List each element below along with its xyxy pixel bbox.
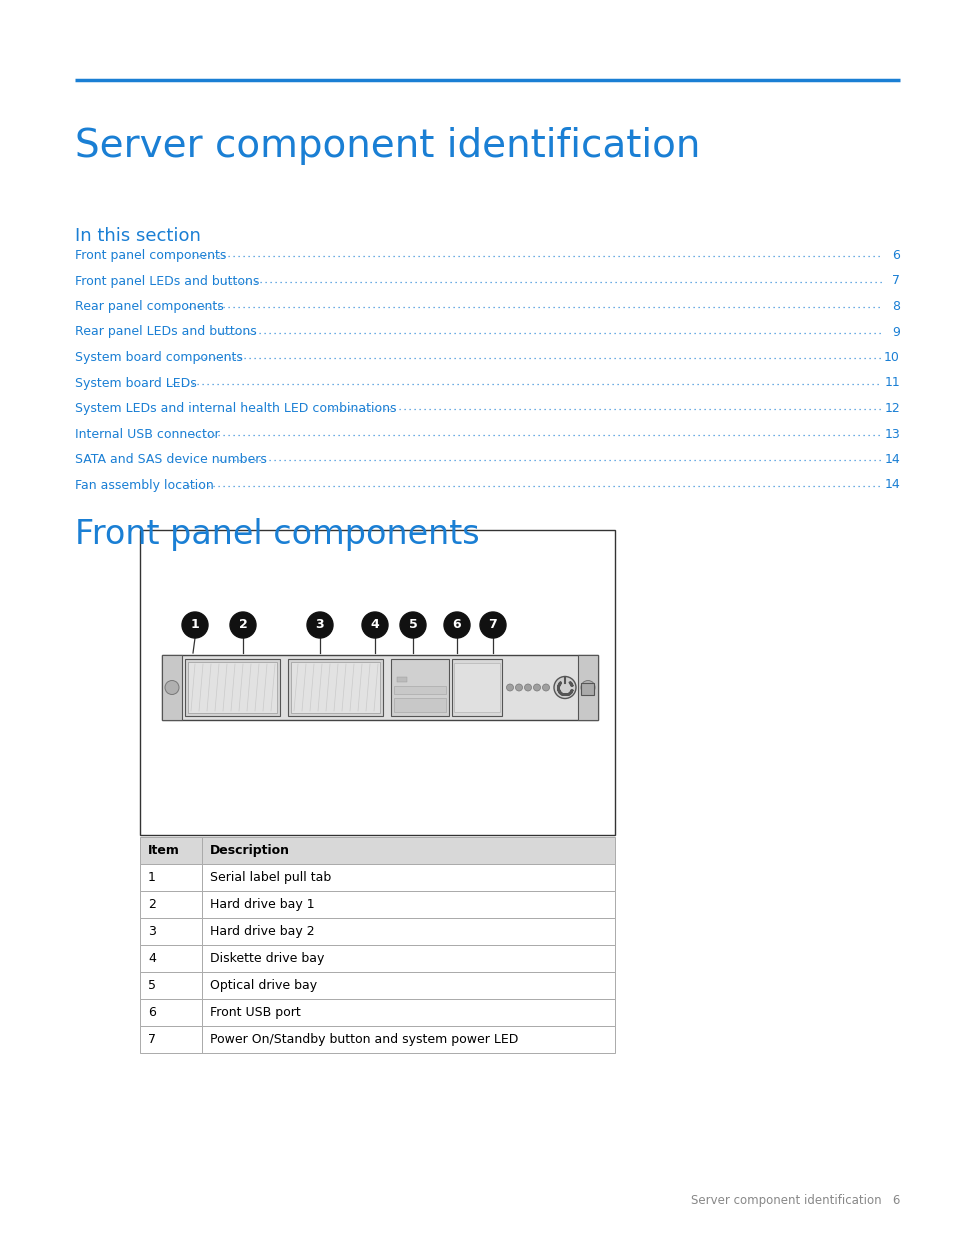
Text: 2: 2	[148, 898, 155, 911]
Circle shape	[230, 613, 255, 638]
Text: 9: 9	[891, 326, 899, 338]
Bar	[140, 918, 202, 945]
Bar	[452, 659, 501, 716]
Bar	[202, 837, 615, 864]
Bar	[140, 837, 202, 864]
Bar	[202, 890, 615, 918]
Text: 7: 7	[148, 1032, 156, 1046]
Text: Hard drive bay 2: Hard drive bay 2	[210, 925, 314, 939]
Bar	[394, 698, 446, 713]
Text: 6: 6	[891, 249, 899, 262]
Circle shape	[515, 684, 522, 692]
Text: Hard drive bay 1: Hard drive bay 1	[210, 898, 314, 911]
Text: 14: 14	[883, 478, 899, 492]
Bar	[140, 864, 202, 890]
Text: Fan assembly location: Fan assembly location	[75, 478, 213, 492]
Bar	[162, 655, 598, 720]
Bar	[202, 918, 615, 945]
Circle shape	[165, 680, 179, 694]
Text: Front panel components: Front panel components	[75, 249, 226, 262]
Text: 6: 6	[148, 1007, 155, 1019]
Circle shape	[361, 613, 388, 638]
Text: 11: 11	[883, 377, 899, 389]
Text: System board LEDs: System board LEDs	[75, 377, 196, 389]
Bar	[578, 655, 598, 720]
Text: Front panel LEDs and buttons: Front panel LEDs and buttons	[75, 274, 259, 288]
Bar	[396, 677, 407, 682]
Text: SATA and SAS device numbers: SATA and SAS device numbers	[75, 453, 267, 466]
Circle shape	[506, 684, 513, 692]
Bar	[140, 945, 202, 972]
Text: 3: 3	[315, 619, 324, 631]
Text: 4: 4	[370, 619, 379, 631]
Circle shape	[524, 684, 531, 692]
Bar	[140, 1026, 202, 1053]
Text: Rear panel LEDs and buttons: Rear panel LEDs and buttons	[75, 326, 256, 338]
Text: 4: 4	[148, 952, 155, 965]
Text: 3: 3	[148, 925, 155, 939]
Circle shape	[399, 613, 426, 638]
Bar	[454, 663, 499, 713]
Bar	[202, 999, 615, 1026]
Circle shape	[580, 680, 595, 694]
Circle shape	[182, 613, 208, 638]
Text: Internal USB connector: Internal USB connector	[75, 427, 219, 441]
Text: 12: 12	[883, 403, 899, 415]
Bar	[291, 662, 379, 713]
Bar	[580, 683, 594, 694]
Text: 2: 2	[238, 619, 247, 631]
Text: 13: 13	[883, 427, 899, 441]
Circle shape	[443, 613, 470, 638]
Text: 10: 10	[883, 351, 899, 364]
Bar	[202, 864, 615, 890]
Text: 1: 1	[191, 619, 199, 631]
Bar	[162, 655, 182, 720]
Bar	[394, 685, 446, 694]
Text: System LEDs and internal health LED combinations: System LEDs and internal health LED comb…	[75, 403, 396, 415]
Text: Serial label pull tab: Serial label pull tab	[210, 871, 331, 884]
Bar	[288, 659, 382, 716]
Text: 1: 1	[148, 871, 155, 884]
Text: 6: 6	[453, 619, 461, 631]
Bar	[202, 945, 615, 972]
Bar	[140, 890, 202, 918]
Text: 14: 14	[883, 453, 899, 466]
Text: In this section: In this section	[75, 227, 201, 245]
Circle shape	[533, 684, 540, 692]
Bar	[202, 972, 615, 999]
Text: Front USB port: Front USB port	[210, 1007, 300, 1019]
Text: Optical drive bay: Optical drive bay	[210, 979, 316, 992]
Text: Server component identification: Server component identification	[75, 127, 700, 165]
Text: System board components: System board components	[75, 351, 243, 364]
Bar	[188, 662, 276, 713]
Text: Item: Item	[148, 844, 180, 857]
Text: 7: 7	[891, 274, 899, 288]
Circle shape	[554, 677, 576, 699]
Text: 7: 7	[488, 619, 497, 631]
Text: 5: 5	[408, 619, 416, 631]
Text: Front panel components: Front panel components	[75, 517, 479, 551]
Bar	[140, 530, 615, 835]
Text: Description: Description	[210, 844, 290, 857]
Bar	[202, 1026, 615, 1053]
Text: Power On/Standby button and system power LED: Power On/Standby button and system power…	[210, 1032, 517, 1046]
Bar	[185, 659, 280, 716]
Text: 8: 8	[891, 300, 899, 312]
Text: Server component identification   6: Server component identification 6	[690, 1194, 899, 1207]
Text: 5: 5	[148, 979, 156, 992]
Bar	[140, 972, 202, 999]
Text: Rear panel components: Rear panel components	[75, 300, 224, 312]
Circle shape	[542, 684, 549, 692]
Circle shape	[479, 613, 505, 638]
Bar	[391, 659, 449, 716]
Text: Diskette drive bay: Diskette drive bay	[210, 952, 324, 965]
Circle shape	[307, 613, 333, 638]
Bar	[140, 999, 202, 1026]
